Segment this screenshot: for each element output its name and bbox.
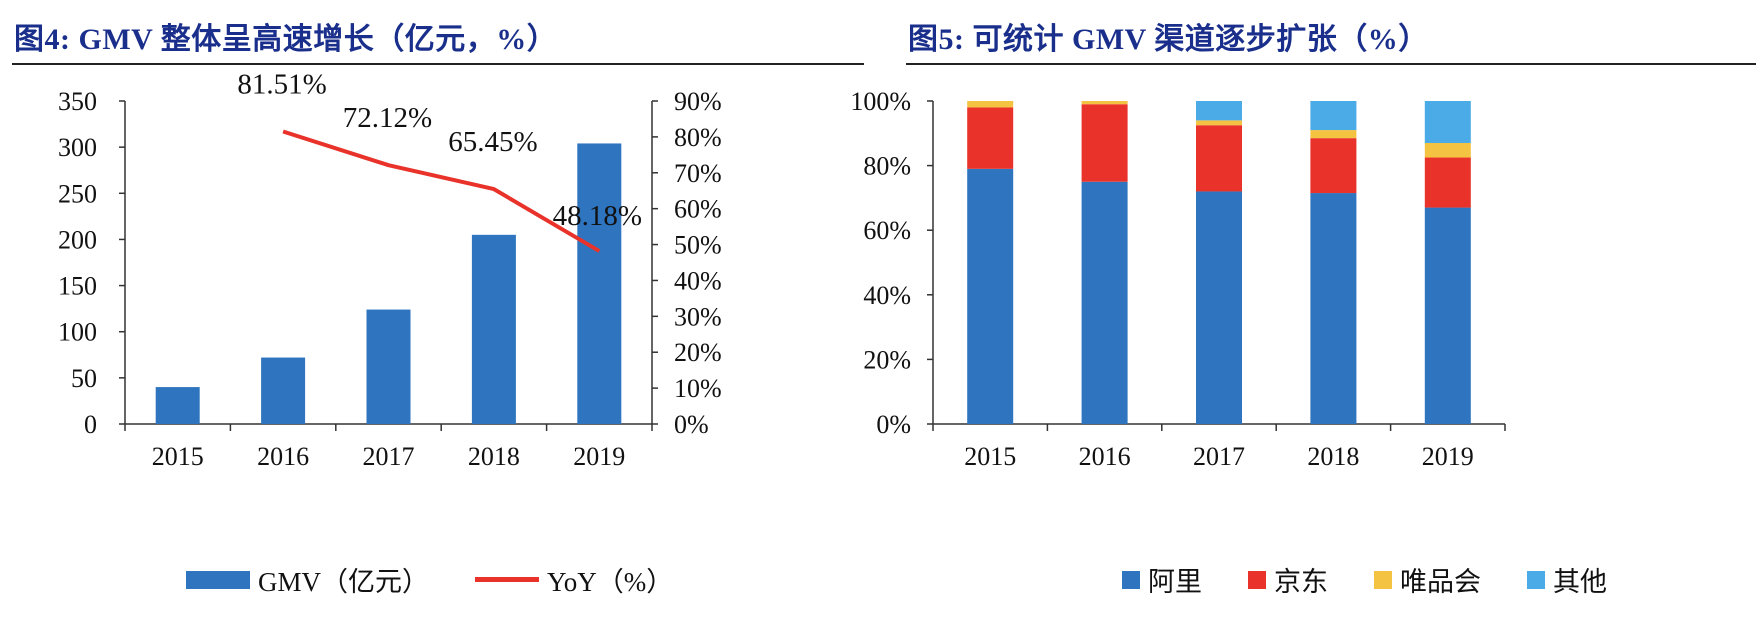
stack-x-tick-label: 2015 — [964, 442, 1016, 471]
stack-segment — [1081, 101, 1128, 105]
legend-item-other: 其他 — [1527, 560, 1607, 599]
stack-x-tick-label: 2019 — [1422, 442, 1474, 471]
yoy-data-label: 48.18% — [553, 200, 642, 232]
stack-segment — [1424, 207, 1471, 424]
legend-swatch-jd — [1248, 570, 1266, 589]
stack-segment — [1424, 101, 1471, 143]
figure-5-legend: 阿里 京东 唯品会 其他 — [1122, 560, 1607, 599]
right-y-tick-label: 90% — [674, 87, 722, 116]
left-y-tick-label: 350 — [58, 87, 97, 116]
legend-label-vip: 唯品会 — [1400, 567, 1481, 597]
left-y-tick-label: 50 — [71, 364, 97, 393]
x-tick-label: 2016 — [257, 442, 309, 471]
left-y-tick-label: 300 — [58, 133, 97, 162]
yoy-data-label: 65.45% — [448, 126, 537, 158]
figure-4-title: 图4: GMV 整体呈高速增长（亿元，%） — [14, 23, 558, 56]
stack-segment — [1310, 138, 1357, 194]
stack-segment — [1310, 130, 1357, 139]
stack-segment — [1081, 181, 1128, 424]
gmv-combo-chart: 0 50 100 150 200 250 300 350 0% 10% 20% 30% 40% 50% 60… — [58, 68, 722, 471]
yoy-line — [282, 129, 601, 253]
stack-segment — [1196, 125, 1242, 192]
stack-segment — [967, 107, 1014, 169]
stack-x-tick-label: 2016 — [1079, 442, 1131, 471]
x-tick-label: 2019 — [573, 442, 625, 471]
x-tick-label: 2015 — [152, 442, 204, 471]
yoy-data-label: 81.51% — [237, 68, 326, 100]
stack-segment — [1196, 101, 1242, 121]
gmv-bar — [366, 309, 411, 424]
stack-y-tick-label: 80% — [863, 152, 911, 181]
legend-swatch-ali — [1122, 570, 1140, 589]
stack-segment — [1424, 157, 1471, 208]
legend-label-ali: 阿里 — [1148, 567, 1202, 597]
legend-label-gmv: GMV（亿元） — [258, 567, 430, 597]
figure-5-title-rule — [906, 63, 1756, 65]
stack-segment — [1310, 101, 1357, 131]
right-y-tick-label: 0% — [674, 410, 709, 439]
stack-y-tick-label: 60% — [863, 216, 911, 245]
figure-5-title: 图5: 可统计 GMV 渠道逐步扩张（%） — [908, 23, 1429, 56]
left-y-tick-label: 150 — [58, 272, 97, 301]
figure-4-title-rule — [12, 63, 864, 65]
stack-y-tick-label: 20% — [863, 345, 911, 374]
figure-4-panel: 图4: GMV 整体呈高速增长（亿元，%） 0 50 100 150 200 250 300… — [0, 0, 864, 626]
stack-segment — [1081, 104, 1128, 182]
gmv-bar — [471, 234, 516, 424]
stack-y-tick-label: 0% — [876, 410, 911, 439]
right-y-tick-label: 30% — [674, 302, 722, 331]
gmv-bar — [155, 387, 200, 424]
stack-segment — [1424, 142, 1471, 158]
legend-label-jd: 京东 — [1274, 567, 1328, 597]
right-y-tick-label: 80% — [674, 123, 722, 152]
legend-label-other: 其他 — [1553, 567, 1607, 597]
left-y-tick-label: 200 — [58, 225, 97, 254]
channel-share-stacked-chart: 0% 20% 40% 60% 80% 100% 2015 2016 2017 2018 2019 — [850, 87, 1506, 471]
gmv-bar — [261, 357, 306, 424]
legend-swatch-vip — [1374, 570, 1392, 589]
stack-segment — [1196, 120, 1242, 126]
legend-item-ali: 阿里 — [1122, 560, 1202, 599]
legend-swatch-other — [1527, 570, 1545, 589]
legend-item-yoy: YoY（%） — [475, 560, 673, 599]
legend-item-gmv: GMV（亿元） — [186, 560, 429, 599]
x-tick-label: 2018 — [468, 442, 520, 471]
left-y-tick-label: 0 — [84, 410, 97, 439]
right-y-tick-label: 20% — [674, 338, 722, 367]
yoy-data-label: 72.12% — [343, 102, 432, 134]
right-y-tick-label: 70% — [674, 159, 722, 188]
right-y-tick-label: 10% — [674, 374, 722, 403]
stack-y-tick-label: 100% — [850, 87, 911, 116]
stack-y-tick-label: 40% — [863, 281, 911, 310]
x-tick-label: 2017 — [363, 442, 415, 471]
right-y-tick-label: 50% — [674, 231, 722, 260]
left-y-tick-label: 100 — [58, 318, 97, 347]
stack-segment — [1310, 193, 1357, 424]
gmv-bar — [577, 143, 622, 425]
stack-x-tick-label: 2018 — [1307, 442, 1359, 471]
legend-label-yoy: YoY（%） — [547, 567, 674, 597]
legend-item-jd: 京东 — [1248, 560, 1328, 599]
legend-swatch-yoy — [475, 577, 540, 582]
right-y-tick-label: 60% — [674, 195, 722, 224]
stack-x-tick-label: 2017 — [1193, 442, 1245, 471]
stack-segment — [967, 168, 1014, 424]
stack-segment — [967, 101, 1014, 108]
left-y-tick-label: 250 — [58, 179, 97, 208]
figure-4-legend: GMV（亿元） YoY（%） — [186, 560, 673, 599]
right-y-tick-label: 40% — [674, 266, 722, 295]
legend-item-vip: 唯品会 — [1374, 560, 1481, 599]
legend-swatch-gmv — [186, 570, 250, 589]
stack-segment — [1196, 191, 1242, 424]
figure-5-panel: 图5: 可统计 GMV 渠道逐步扩张（%） 0% 20% 40% 60% 80% 100%… — [850, 0, 1762, 626]
